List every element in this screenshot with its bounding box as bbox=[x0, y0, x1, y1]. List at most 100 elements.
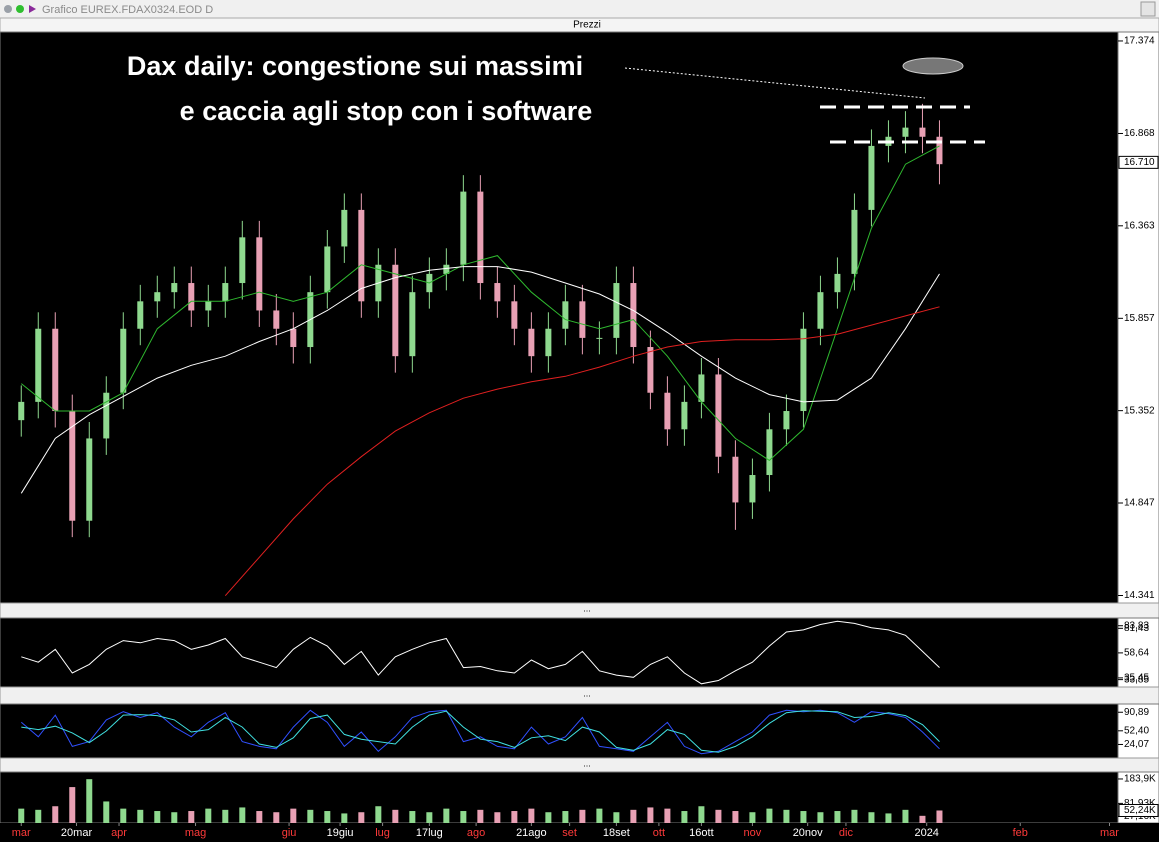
date-axis bbox=[0, 823, 1159, 842]
volume-bar bbox=[902, 809, 909, 823]
series-line bbox=[20, 266, 940, 494]
splitter-handle: ... bbox=[583, 758, 591, 768]
title-bar bbox=[0, 0, 1159, 18]
candle-body bbox=[834, 273, 841, 293]
candle-body bbox=[698, 374, 705, 402]
series-line bbox=[21, 620, 940, 685]
volume-bar bbox=[851, 809, 858, 823]
x-tick-label: dic bbox=[839, 827, 854, 839]
candle-body bbox=[188, 283, 195, 311]
stochastic-panel bbox=[0, 703, 1119, 759]
candle-body bbox=[817, 292, 824, 329]
volume-bar bbox=[800, 811, 807, 823]
x-tick-label: apr bbox=[111, 827, 127, 839]
candle-body bbox=[613, 283, 620, 338]
candle-body bbox=[749, 475, 756, 503]
volume-panel bbox=[0, 771, 1119, 824]
volume-bar bbox=[460, 811, 467, 823]
candle-body bbox=[273, 310, 280, 329]
volume-bar bbox=[358, 812, 365, 823]
candle-body bbox=[562, 301, 569, 329]
candle-body bbox=[443, 264, 450, 274]
volume-bar bbox=[749, 812, 756, 823]
volume-bar bbox=[698, 806, 705, 823]
y-tick-label: 58,64 bbox=[1124, 648, 1149, 659]
volume-bar bbox=[222, 809, 229, 823]
volume-bar bbox=[52, 806, 59, 823]
candle-body bbox=[528, 328, 535, 357]
x-tick-label: nov bbox=[744, 827, 762, 839]
volume-bar bbox=[511, 811, 518, 823]
candle-body bbox=[919, 127, 926, 137]
candle-body bbox=[664, 392, 671, 430]
volume-bar bbox=[783, 809, 790, 823]
volume-bar bbox=[154, 811, 161, 823]
candle-body bbox=[35, 328, 42, 402]
candle-body bbox=[732, 456, 739, 503]
candle-body bbox=[69, 411, 76, 521]
price-panel bbox=[0, 31, 1119, 604]
candle-body bbox=[715, 374, 722, 457]
scroll-button[interactable] bbox=[1140, 1, 1156, 17]
volume-bar bbox=[885, 813, 892, 823]
series-line bbox=[20, 709, 940, 755]
volume-bar bbox=[307, 809, 314, 823]
x-tick-label: giu bbox=[282, 827, 297, 839]
x-tick-label: 2024 bbox=[914, 827, 938, 839]
panel-splitter[interactable] bbox=[0, 686, 1159, 705]
candle-body bbox=[290, 328, 297, 348]
x-tick-label: 20mar bbox=[61, 827, 93, 839]
rsi-axis bbox=[1117, 617, 1159, 688]
candle-body bbox=[137, 301, 144, 329]
y-tick-label: 35,45 bbox=[1124, 673, 1149, 684]
window-icon[interactable] bbox=[29, 5, 36, 13]
volume-bar bbox=[528, 808, 535, 823]
last-value-label: 16.710 bbox=[1124, 157, 1155, 168]
volume-bar bbox=[18, 808, 25, 823]
volume-bar bbox=[256, 811, 263, 823]
volume-bar bbox=[562, 811, 569, 823]
candle-body bbox=[222, 283, 229, 302]
y-tick-label: 33,85 bbox=[1124, 674, 1149, 685]
candle-body bbox=[205, 301, 212, 311]
volume-bar bbox=[613, 812, 620, 823]
candle-body bbox=[783, 411, 790, 430]
volume-bar bbox=[647, 807, 654, 823]
y-tick-label: 14.847 bbox=[1124, 498, 1155, 509]
candle-body bbox=[341, 209, 348, 247]
candle-body bbox=[647, 347, 654, 393]
x-tick-label: set bbox=[562, 827, 577, 839]
candle-body bbox=[511, 301, 518, 329]
candle-body bbox=[18, 401, 25, 421]
y-tick-label: 52,40 bbox=[1124, 725, 1149, 736]
marks: mar 20mar apr mag giu 19giu lug 17lug ago 21ago se… bbox=[12, 103, 1119, 839]
y-tick-label: 15.857 bbox=[1124, 313, 1155, 324]
candle-body bbox=[800, 328, 807, 412]
window-icon[interactable] bbox=[4, 5, 12, 13]
x-tick-label: 18set bbox=[603, 827, 630, 839]
volume-bar bbox=[392, 809, 399, 823]
volume-bar bbox=[188, 811, 195, 823]
x-tick-label: lug bbox=[375, 827, 390, 839]
volume-bar bbox=[477, 809, 484, 823]
candle-body bbox=[681, 401, 688, 430]
candle-body bbox=[630, 283, 637, 348]
volume-bar bbox=[409, 811, 416, 823]
last-value-label: 52,24K bbox=[1124, 805, 1156, 816]
panel-splitter[interactable] bbox=[0, 757, 1159, 773]
panel-splitter[interactable] bbox=[0, 602, 1159, 619]
volume-bar bbox=[69, 787, 76, 823]
x-tick-label: mag bbox=[185, 827, 206, 839]
volume-bar bbox=[834, 811, 841, 823]
volume-bar bbox=[681, 811, 688, 823]
x-tick-label: ago bbox=[467, 827, 485, 839]
window-icon[interactable] bbox=[16, 5, 24, 13]
y-tick-label: 81,93K bbox=[1124, 798, 1156, 809]
price-axis bbox=[1117, 31, 1159, 604]
volume-bar bbox=[86, 779, 93, 823]
y-tick-label: 15.352 bbox=[1124, 405, 1155, 416]
series-line bbox=[20, 145, 940, 462]
volume-bar bbox=[732, 811, 739, 823]
volume-bar bbox=[273, 812, 280, 823]
window-title: Grafico EUREX.FDAX0324.EOD D bbox=[42, 4, 213, 16]
